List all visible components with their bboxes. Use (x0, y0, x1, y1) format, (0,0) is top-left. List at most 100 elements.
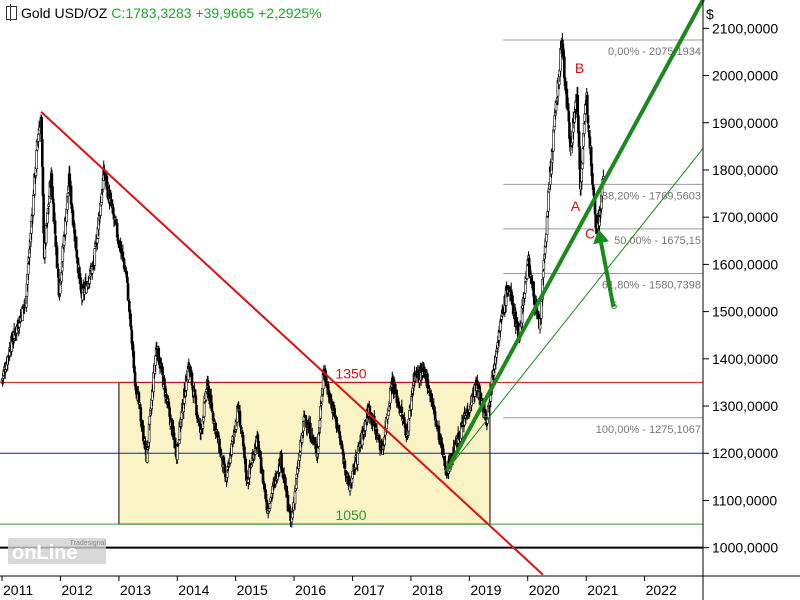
x-tick-label-10: 2021 (587, 582, 618, 598)
candle-body-240 (154, 355, 157, 366)
candle-body-437 (280, 453, 283, 470)
candle-body-103 (66, 192, 70, 197)
x-tick-label-4: 2015 (237, 582, 268, 598)
fib-label-3: 61,80% - 1580,7398 (602, 279, 701, 291)
candle-body-156 (100, 193, 104, 203)
candle-body-306 (196, 414, 200, 419)
x-tick-label-1: 2012 (61, 582, 92, 598)
candle-body-108 (69, 185, 73, 205)
candle-body-499 (319, 403, 323, 406)
candle-body-625 (400, 406, 404, 414)
logo-background (8, 538, 106, 564)
candle-body-419 (268, 503, 272, 509)
candle-body-304 (195, 404, 198, 416)
annotation-0: 5 (611, 300, 617, 312)
candle-body-265 (170, 418, 173, 423)
candle-body-507 (325, 376, 328, 387)
candle-body-274 (175, 445, 179, 461)
candle-body-352 (225, 470, 229, 478)
x-tick-label-5: 2016 (295, 582, 326, 598)
trendline-downtrend (40, 111, 544, 576)
candle-body-385 (247, 479, 250, 483)
candle-body-852 (545, 216, 549, 236)
candle-body-63 (41, 139, 44, 168)
candle-body-588 (376, 433, 380, 436)
candle-body-198 (127, 298, 130, 301)
chart-header: Gold USD/OZ C:1783,3283 +39,9665 +2,2925% (0, 0, 322, 26)
candle-body-414 (265, 499, 269, 510)
candle-body-887 (568, 122, 571, 139)
candle-body-297 (190, 372, 194, 386)
logo-main: onLine (12, 542, 78, 564)
candle-body-438 (280, 468, 284, 472)
level-label-1350: 1350 (335, 365, 366, 381)
candle-body-390 (250, 464, 253, 468)
candle-body-498 (319, 406, 322, 419)
candle-body-605 (387, 406, 391, 411)
arrow-head (593, 228, 609, 245)
candle-body-65 (42, 194, 45, 234)
candle-body-231 (148, 415, 152, 425)
level-label-1050: 1050 (335, 507, 366, 523)
candle-body-818 (524, 281, 527, 294)
candle-body-117 (75, 249, 79, 258)
candle-body-454 (291, 511, 294, 519)
y-tick-label-3: 1300,0000 (712, 398, 778, 414)
candle-body-288 (184, 374, 188, 391)
candle-body-202 (129, 325, 133, 329)
candle-body-201 (129, 313, 132, 327)
candle-body-495 (317, 433, 320, 447)
change-value: +39,9665 (195, 5, 255, 21)
candle-body-316 (202, 401, 206, 418)
levels-layer: 1350 1050 (0, 365, 703, 549)
y-tick-label-1: 1100,0000 (712, 492, 777, 508)
candle-body-917 (587, 125, 590, 129)
candle-body-418 (268, 508, 271, 512)
x-tick-label-11: 2022 (646, 582, 677, 598)
instrument-name: Gold USD/OZ (21, 5, 108, 21)
logo-small: Tradesignal (70, 540, 107, 547)
candle-body-180 (115, 223, 119, 238)
candle-body-494 (316, 447, 320, 454)
candle-body-520 (333, 408, 336, 416)
y-tick-label-11: 2100,0000 (712, 20, 778, 36)
x-tick-label-7: 2018 (412, 582, 443, 598)
y-tick-label-7: 1700,0000 (712, 209, 778, 225)
candle-body-879 (563, 56, 566, 78)
quote-values: C:1783,3283 +39,9665 +2,2925% (111, 5, 321, 21)
candle-body-906 (580, 167, 583, 183)
candle-body-209 (134, 383, 138, 388)
candle-body-88 (56, 268, 60, 278)
candle-body-54 (35, 150, 38, 170)
candle-body-847 (542, 260, 546, 270)
candle-body-458 (293, 491, 297, 505)
candle-body-821 (525, 264, 529, 279)
arrow-shaft (599, 242, 616, 308)
candle-body-137 (88, 277, 91, 284)
candle-body-640 (410, 396, 413, 410)
y-tick-label-5: 1500,0000 (712, 304, 778, 320)
x-tick-label-6: 2017 (354, 582, 385, 598)
trendline-uptrend (445, 0, 705, 472)
candle-body-145 (93, 248, 97, 266)
currency-label: $ (706, 6, 714, 22)
fib-label-0: 0,00% - 2075,1934 (608, 46, 701, 58)
candle-body-57 (37, 133, 40, 142)
candle-body-911 (583, 113, 587, 122)
candle-body-334 (214, 422, 217, 435)
y-tick-label-6: 1600,0000 (712, 256, 778, 272)
candle-body-908 (581, 148, 585, 164)
candle-body-303 (194, 395, 198, 404)
candle-body-86 (55, 246, 59, 268)
candlestick-icon[interactable] (6, 4, 17, 21)
x-tick-label-0: 2011 (3, 582, 33, 598)
candle-body-843 (540, 300, 543, 319)
candle-body-149 (96, 238, 99, 244)
candle-body-832 (532, 294, 536, 305)
x-tick-label-8: 2019 (470, 582, 501, 598)
trendlines-layer (40, 0, 705, 576)
candle-body-556 (356, 452, 359, 465)
y-tick-label-2: 1200,0000 (712, 445, 778, 461)
